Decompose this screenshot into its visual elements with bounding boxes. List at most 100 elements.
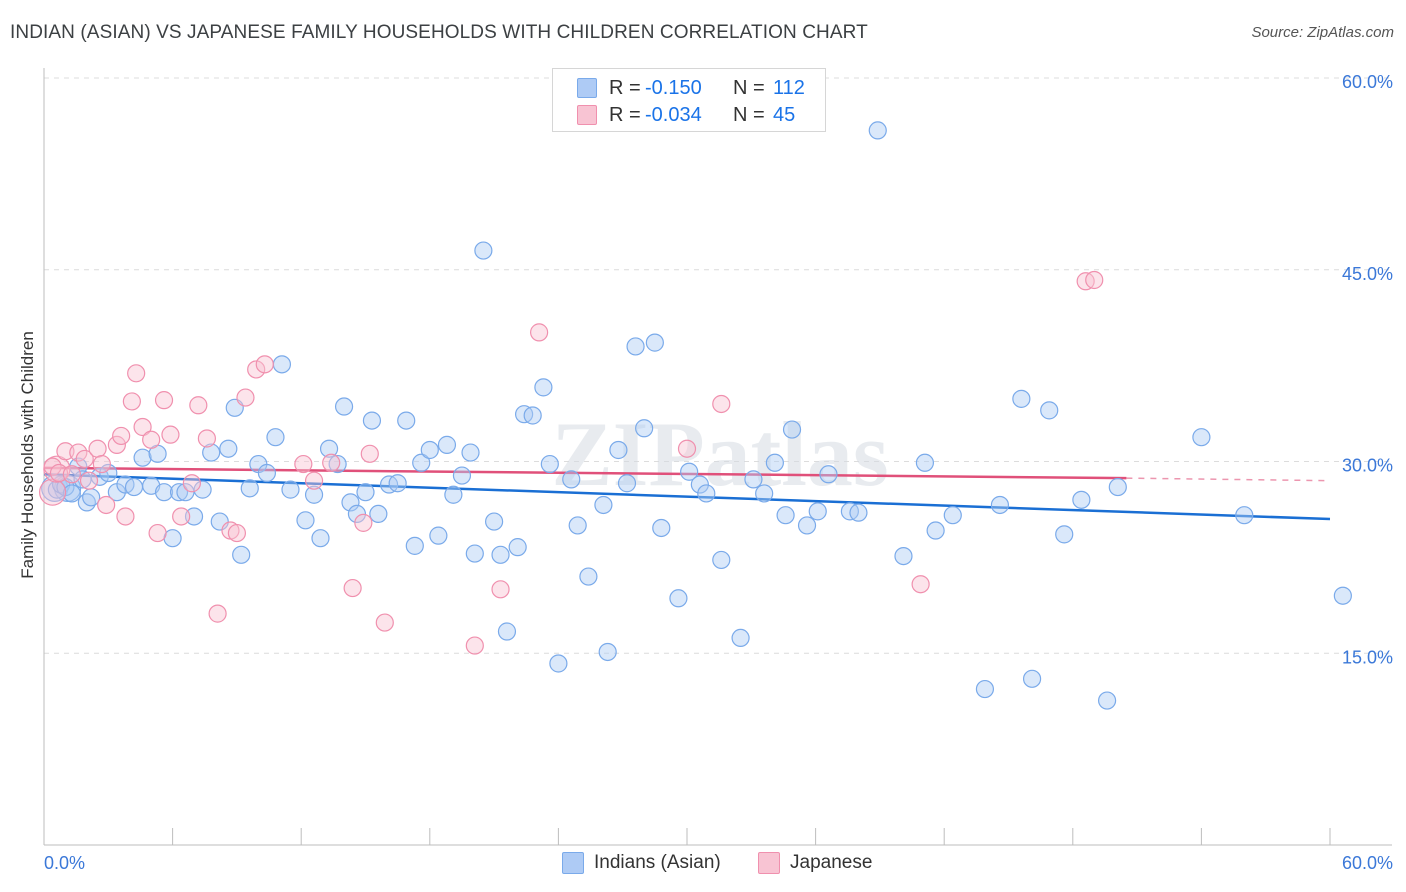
japanese-point	[75, 449, 94, 469]
japanese-point	[116, 507, 135, 526]
indians-point	[154, 483, 174, 502]
indians-point	[744, 470, 763, 489]
indians-point	[272, 355, 292, 374]
indians-point	[219, 439, 238, 458]
indians-point	[776, 506, 795, 525]
indians-point	[311, 529, 330, 548]
y-tick-label: 30.0%	[1342, 456, 1393, 476]
r-value: -0.034	[645, 104, 702, 126]
indians-point	[1333, 586, 1352, 605]
indians-point	[240, 479, 259, 498]
japanese-point	[354, 513, 373, 532]
indians-point	[755, 484, 774, 503]
indians-point	[124, 477, 144, 497]
indians-point	[915, 453, 935, 472]
indians-point	[319, 439, 339, 458]
indians-point	[1192, 428, 1211, 447]
japanese-point	[56, 442, 75, 461]
indians-point	[712, 550, 731, 570]
indians-point	[568, 516, 587, 535]
indians-point	[184, 507, 204, 526]
japanese-point	[197, 429, 216, 448]
japanese-point	[1085, 270, 1104, 290]
x-tick-label: 60.0%	[1342, 853, 1393, 873]
japanese-point	[491, 580, 510, 599]
japanese-point	[133, 417, 152, 437]
japanese-point	[172, 507, 191, 526]
indians-point	[645, 333, 664, 352]
indians-point	[1012, 389, 1031, 408]
japanese-point	[161, 425, 180, 444]
indians-point	[388, 474, 407, 493]
indians-point	[429, 526, 448, 545]
indians-point	[990, 495, 1010, 515]
japanese-point	[208, 604, 227, 623]
legend-item-indians[interactable]: Indians (Asian)	[562, 852, 721, 874]
indians-point	[819, 465, 838, 484]
indians-point	[362, 411, 382, 430]
indians-point	[412, 453, 431, 472]
legend-swatch	[562, 852, 584, 874]
indians-point	[491, 545, 510, 564]
japanese-point	[148, 523, 167, 543]
r-label: R =	[609, 77, 641, 99]
n-label: N =	[733, 104, 765, 126]
indians-point	[328, 454, 347, 474]
indians-point	[943, 506, 962, 525]
indians-point	[133, 448, 152, 467]
indians-point	[868, 121, 887, 140]
indians-point	[334, 397, 354, 416]
indians-point	[669, 589, 688, 608]
japanese-point	[911, 575, 930, 594]
indians-point	[549, 654, 568, 673]
indians-point	[797, 516, 817, 535]
indians-point	[690, 475, 709, 494]
indians-point	[1022, 669, 1042, 688]
indians-point	[497, 622, 517, 641]
r-value: -0.150	[645, 77, 702, 99]
legend-swatch-japanese	[577, 105, 597, 125]
indians-point	[680, 462, 699, 481]
indians-point	[356, 483, 375, 502]
japanese-point	[112, 426, 131, 446]
chart-title: INDIAN (ASIAN) VS JAPANESE FAMILY HOUSEH…	[10, 22, 868, 43]
legend-item-japanese[interactable]: Japanese	[758, 852, 872, 874]
indians-point	[1055, 525, 1074, 544]
indians-point	[193, 480, 212, 499]
indians-point	[304, 485, 324, 504]
indians-point	[257, 463, 277, 483]
indians-point	[99, 463, 118, 483]
indians-point	[369, 504, 388, 524]
japanese-point	[530, 323, 549, 342]
indians-point	[281, 480, 300, 499]
indians-point	[894, 546, 913, 566]
japanese-point	[107, 435, 126, 454]
indians-point	[347, 504, 367, 524]
indians-point	[169, 483, 189, 502]
japanese-point	[122, 392, 141, 411]
indians-point	[62, 484, 81, 503]
japanese-point	[127, 364, 146, 383]
japanese-point	[79, 471, 99, 490]
indians-point	[232, 545, 251, 564]
japanese-point	[154, 391, 174, 410]
legend-label: Japanese	[790, 852, 873, 873]
indians-point	[474, 241, 493, 260]
japanese-point	[49, 463, 69, 483]
japanese-point	[236, 388, 255, 407]
japanese-point	[343, 578, 362, 598]
japanese-point	[304, 471, 324, 490]
indians-point	[437, 435, 457, 454]
n-label: N =	[733, 77, 765, 99]
japanese-point	[142, 430, 161, 449]
watermark: ZIPatlas	[551, 403, 888, 505]
y-axis-label: Family Households with Children	[18, 331, 37, 579]
japanese-point	[62, 465, 81, 484]
trend-lines	[43, 466, 1331, 521]
y-tick-label: 60.0%	[1342, 72, 1393, 92]
indians-point	[296, 511, 315, 530]
japanese-point	[322, 453, 341, 472]
indians-point	[465, 544, 484, 563]
indians-point	[523, 406, 542, 425]
